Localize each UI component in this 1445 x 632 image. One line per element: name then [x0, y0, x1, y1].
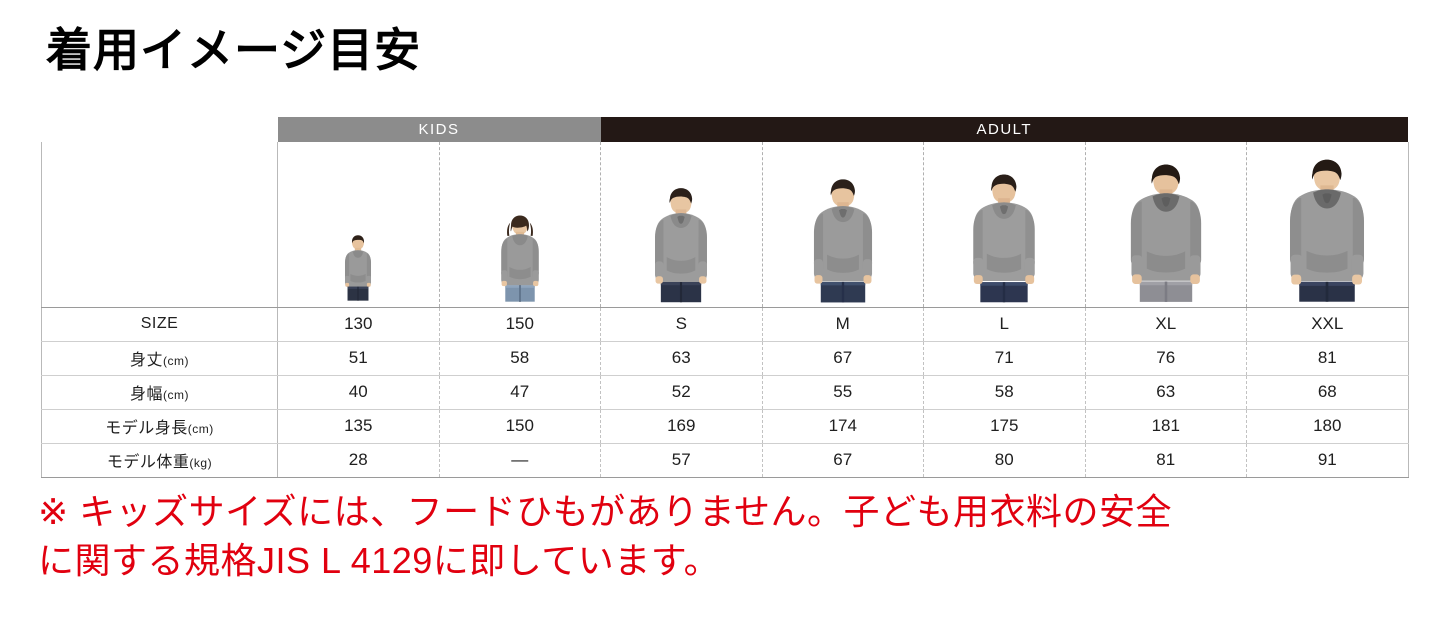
row-label-text: 身丈 — [129, 352, 163, 369]
cell-body-width-xl: 63 — [1085, 375, 1248, 410]
cell-body-length-150: 58 — [439, 341, 602, 376]
footnote-line-2: に関する規格JIS L 4129に即しています。 — [38, 539, 721, 581]
row-label-model-height: モデル身長(cm) — [41, 409, 278, 444]
cell-body-length-s: 63 — [600, 341, 763, 376]
model-illustration-adult-m — [813, 178, 872, 302]
cell-size-130: 130 — [277, 307, 440, 342]
group-header-blank — [41, 117, 278, 142]
table-row-model-weight: モデル体重(kg) 28 — 57 67 80 81 91 — [41, 443, 1409, 478]
row-label-unit: (kg) — [189, 456, 213, 470]
cell-body-width-l: 58 — [923, 375, 1086, 410]
model-figure-s — [601, 185, 762, 307]
cell-body-length-l: 71 — [923, 341, 1086, 376]
table-row-model-height: モデル身長(cm) 135 150 169 174 175 181 180 — [41, 409, 1409, 444]
cell-model-weight-m: 67 — [762, 443, 925, 478]
cell-body-width-xxl: 68 — [1246, 375, 1409, 410]
cell-model-weight-xl: 81 — [1085, 443, 1248, 478]
cell-model-height-s: 169 — [600, 409, 763, 444]
cell-size-s: S — [600, 307, 763, 342]
model-cell-xxl — [1246, 142, 1409, 308]
row-label-text: モデル身長 — [105, 420, 188, 437]
cell-model-weight-s: 57 — [600, 443, 763, 478]
model-illustration-adult-xl — [1130, 163, 1201, 302]
model-figure-150 — [440, 213, 601, 307]
model-figure-xxl — [1247, 155, 1408, 307]
model-cell-150 — [439, 142, 602, 308]
cell-body-length-130: 51 — [277, 341, 440, 376]
cell-model-height-xxl: 180 — [1246, 409, 1409, 444]
table-row-size: SIZE 130 150 S M L XL XXL — [41, 307, 1409, 342]
model-cell-m — [762, 142, 925, 308]
cell-body-length-xl: 76 — [1085, 341, 1248, 376]
table-row-body-width: 身幅(cm) 40 47 52 55 58 63 68 — [41, 375, 1409, 410]
model-cell-l — [923, 142, 1086, 308]
footnote-line-1: ※ キッズサイズには、フードひもがありません。子ども用衣料の安全 — [38, 491, 1173, 532]
model-illustration-teen — [500, 214, 539, 302]
cell-model-weight-xxl: 91 — [1246, 443, 1409, 478]
row-label-text: 身幅 — [129, 386, 163, 403]
row-label-unit: (cm) — [163, 388, 189, 402]
cell-model-height-130: 135 — [277, 409, 440, 444]
cell-size-150: 150 — [439, 307, 602, 342]
model-figure-l — [924, 171, 1085, 307]
cell-size-xl: XL — [1085, 307, 1248, 342]
cell-size-l: L — [923, 307, 1086, 342]
group-header-adult: ADULT — [600, 117, 1409, 142]
cell-body-length-xxl: 81 — [1246, 341, 1409, 376]
model-cell-130 — [277, 142, 440, 308]
footnote: ※ キッズサイズには、フードひもがありません。子ども用衣料の安全 に関する規格J… — [38, 488, 1418, 585]
cell-body-width-150: 47 — [439, 375, 602, 410]
row-label-body-length: 身丈(cm) — [41, 341, 278, 376]
model-illustration-adult-xxl — [1290, 159, 1365, 302]
group-header-row: KIDS ADULT — [41, 117, 1409, 142]
cell-body-width-s: 52 — [600, 375, 763, 410]
model-figure-130 — [278, 234, 439, 307]
row-label-unit: (cm) — [163, 354, 189, 368]
size-table: KIDS ADULT — [41, 117, 1409, 478]
cell-model-weight-150: — — [439, 443, 602, 478]
cell-model-height-m: 174 — [762, 409, 925, 444]
group-header-kids: KIDS — [277, 117, 601, 142]
row-label-text: SIZE — [140, 315, 179, 332]
model-cell-s — [600, 142, 763, 308]
model-cell-xl — [1085, 142, 1248, 308]
cell-model-weight-130: 28 — [277, 443, 440, 478]
row-label-unit: (cm) — [187, 422, 214, 436]
cell-model-height-150: 150 — [439, 409, 602, 444]
row-label-text: モデル体重 — [106, 454, 190, 471]
row-label-size: SIZE — [41, 307, 278, 342]
cell-model-height-l: 175 — [923, 409, 1086, 444]
model-figure-xl — [1086, 160, 1247, 307]
cell-size-xxl: XXL — [1246, 307, 1409, 342]
model-figure-m — [763, 176, 924, 307]
model-illustration-adult-l — [973, 174, 1036, 302]
model-illustration-child — [345, 234, 372, 301]
cell-model-weight-l: 80 — [923, 443, 1086, 478]
model-row-label-blank — [41, 142, 278, 308]
cell-body-width-m: 55 — [762, 375, 925, 410]
cell-body-length-m: 67 — [762, 341, 925, 376]
model-illustration-adult-s — [655, 187, 708, 302]
row-label-model-weight: モデル体重(kg) — [41, 443, 278, 478]
table-row-body-length: 身丈(cm) 51 58 63 67 71 76 81 — [41, 341, 1409, 376]
row-label-body-width: 身幅(cm) — [41, 375, 278, 410]
cell-model-height-xl: 181 — [1085, 409, 1248, 444]
cell-size-m: M — [762, 307, 925, 342]
model-image-row — [41, 142, 1409, 308]
cell-body-width-130: 40 — [277, 375, 440, 410]
page-title: 着用イメージ目安 — [46, 24, 422, 76]
